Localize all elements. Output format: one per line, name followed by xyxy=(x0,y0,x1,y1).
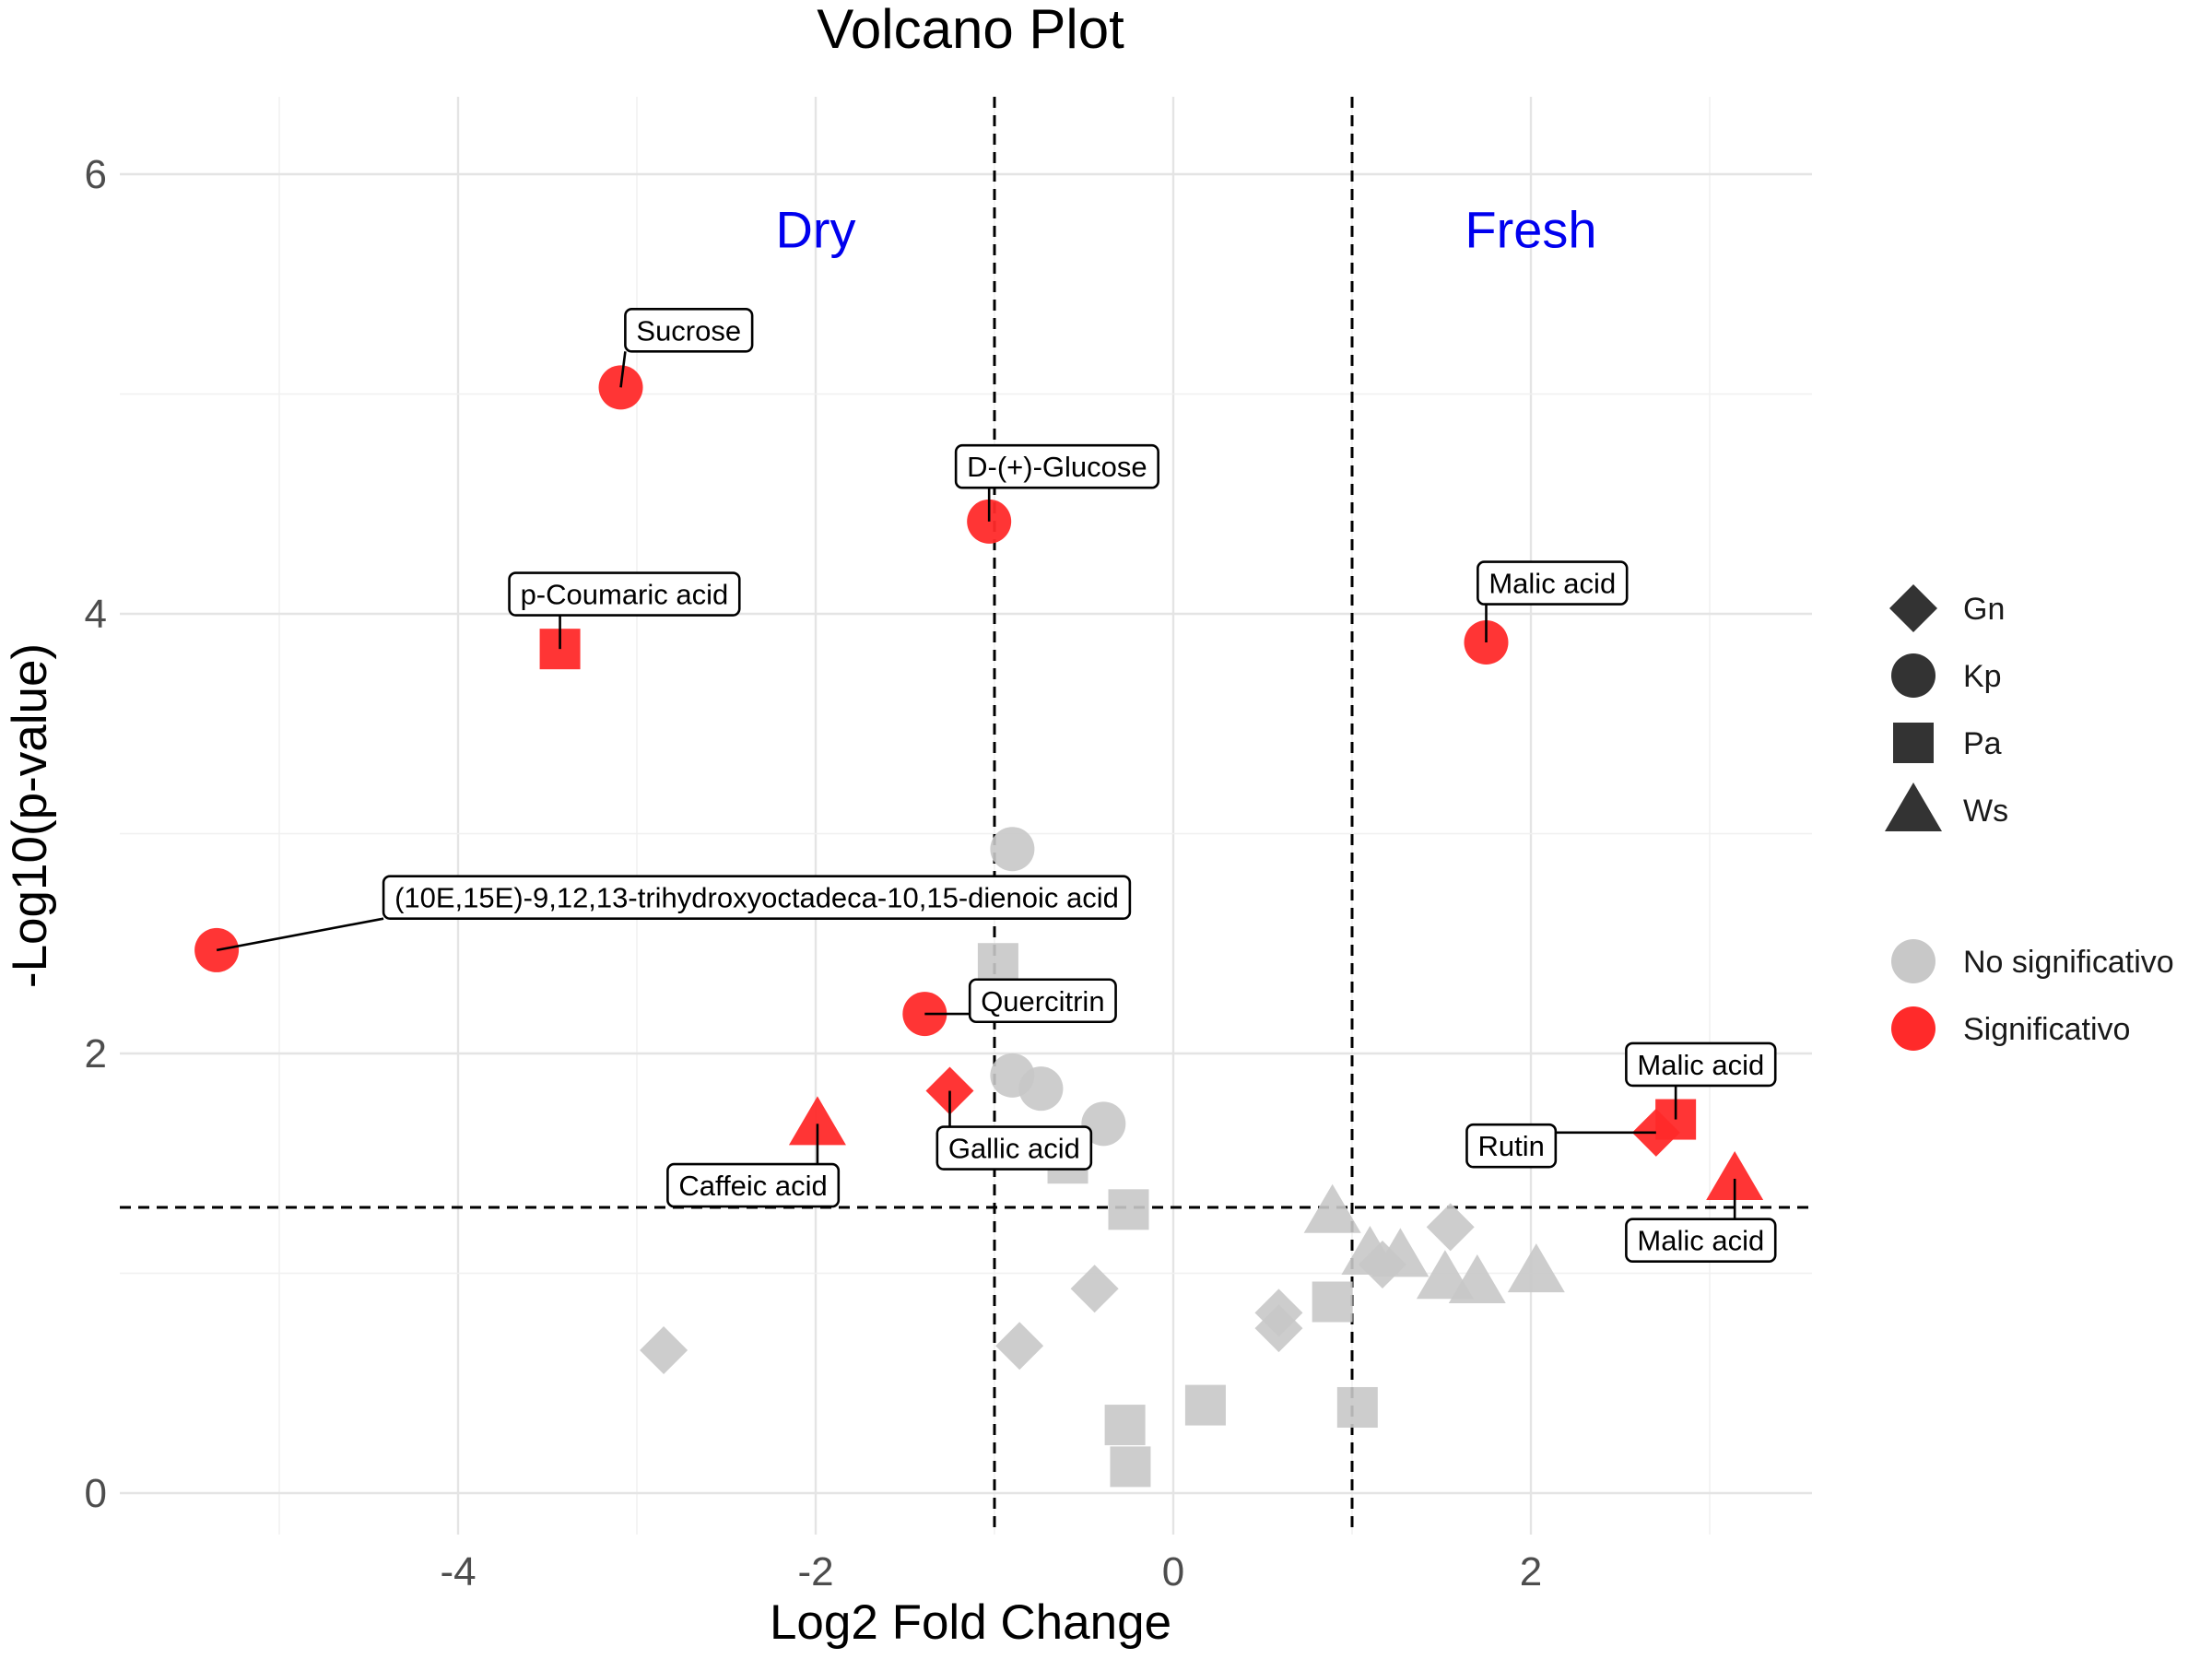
point-label: (10E,15E)-9,12,13-trihydroxyoctadeca-10,… xyxy=(216,875,1132,952)
legend-shape-key xyxy=(1885,782,1942,831)
point-label-box xyxy=(935,1125,1093,1171)
data-point xyxy=(1108,1189,1149,1230)
data-points xyxy=(194,365,1764,1488)
legend-shape-key xyxy=(1891,653,1936,698)
data-point xyxy=(995,1322,1044,1371)
data-point xyxy=(1254,1288,1303,1337)
data-point xyxy=(1448,1254,1506,1304)
point-labels: (10E,15E)-9,12,13-trihydroxyoctadeca-10,… xyxy=(216,308,1777,1264)
data-point xyxy=(1336,1386,1378,1428)
point-label-text: (10E,15E)-9,12,13-trihydroxyoctadeca-10,… xyxy=(394,882,1119,914)
point-label-text: Malic acid xyxy=(1637,1049,1764,1081)
x-tick-label: 0 xyxy=(1162,1549,1184,1594)
data-point xyxy=(1706,1150,1764,1200)
point-label: Malic acid xyxy=(1625,1178,1777,1264)
data-point xyxy=(1312,1281,1353,1323)
point-label-box xyxy=(1625,1041,1777,1088)
x-tick-label: 2 xyxy=(1520,1549,1542,1594)
point-label-text: Malic acid xyxy=(1637,1225,1764,1257)
point-label: Quercitrin xyxy=(924,978,1117,1024)
leader-line xyxy=(619,351,627,388)
data-point xyxy=(1018,1066,1064,1112)
legend: Gn Kp Pa Ws No significativo Significativo xyxy=(1885,584,2174,1051)
point-label: Caffeic acid xyxy=(666,1124,841,1208)
point-label: Rutin xyxy=(1465,1123,1656,1169)
y-tick-label: 0 xyxy=(85,1471,107,1516)
x-tick-label: -2 xyxy=(797,1549,833,1594)
axis-ticks: -4 -2 0 2 0 2 4 6 xyxy=(85,152,1543,1594)
point-label-box xyxy=(666,1162,841,1208)
point-label-text: Sucrose xyxy=(636,314,741,347)
data-point xyxy=(1104,1405,1146,1446)
point-label-box xyxy=(624,308,754,353)
grid-lines xyxy=(120,97,1812,1535)
data-point xyxy=(1110,1446,1151,1488)
data-point xyxy=(1081,1101,1126,1147)
point-label-text: Caffeic acid xyxy=(678,1170,827,1202)
region-labels: Dry Fresh xyxy=(775,201,1596,259)
point-label: p-Coumaric acid xyxy=(508,571,741,650)
point-label-text: Quercitrin xyxy=(981,985,1104,1018)
legend-color-label: Significativo xyxy=(1963,1012,2130,1047)
data-point xyxy=(1184,1384,1226,1426)
point-label-text: Rutin xyxy=(1477,1130,1544,1162)
legend-color-key xyxy=(1891,1006,1936,1051)
point-label-box xyxy=(1465,1123,1558,1169)
data-point xyxy=(788,1096,846,1146)
chart-title: Volcano Plot xyxy=(817,0,1124,60)
data-point xyxy=(990,827,1035,872)
point-label: Sucrose xyxy=(619,308,754,388)
point-label: Malic acid xyxy=(1477,560,1629,643)
legend-color-label: No significativo xyxy=(1963,945,2174,980)
data-point xyxy=(1507,1243,1565,1293)
legend-shape-key xyxy=(1893,723,1934,763)
point-label-box xyxy=(1477,560,1629,606)
point-label-box xyxy=(954,443,1159,489)
data-point xyxy=(640,1325,688,1374)
legend-shape-label: Gn xyxy=(1963,592,2005,627)
point-label-text: p-Coumaric acid xyxy=(521,579,729,611)
data-point xyxy=(1371,1228,1430,1277)
point-label-box xyxy=(382,875,1132,920)
legend-color-key xyxy=(1891,939,1936,983)
data-point xyxy=(977,943,1018,984)
legend-shape-label: Pa xyxy=(1963,726,2002,761)
point-label-text: Malic acid xyxy=(1488,568,1616,600)
region-label: Dry xyxy=(775,201,855,259)
x-axis-label: Log2 Fold Change xyxy=(770,1595,1171,1650)
legend-shape-key xyxy=(1889,584,1937,632)
y-tick-label: 6 xyxy=(85,152,107,197)
legend-shape-label: Ws xyxy=(1963,794,2008,829)
threshold-lines xyxy=(120,97,1812,1535)
y-axis-label: -Log10(p-value) xyxy=(3,643,57,988)
legend-shape-label: Kp xyxy=(1963,659,2002,694)
data-point xyxy=(1303,1183,1361,1233)
data-point xyxy=(1426,1203,1475,1252)
point-label-box xyxy=(1625,1218,1777,1264)
y-tick-label: 2 xyxy=(85,1031,107,1077)
point-label: Gallic acid xyxy=(935,1090,1093,1171)
point-label-text: Gallic acid xyxy=(948,1133,1080,1165)
y-tick-label: 4 xyxy=(85,592,107,637)
region-label: Fresh xyxy=(1465,201,1596,259)
x-tick-label: -4 xyxy=(440,1549,476,1594)
point-label: D-(+)-Glucose xyxy=(954,443,1159,522)
point-label: Malic acid xyxy=(1625,1041,1777,1120)
data-point xyxy=(1070,1265,1119,1313)
point-label-box xyxy=(968,978,1117,1024)
point-label-box xyxy=(508,571,741,617)
point-label-text: D-(+)-Glucose xyxy=(967,451,1147,483)
leader-line xyxy=(216,917,384,952)
